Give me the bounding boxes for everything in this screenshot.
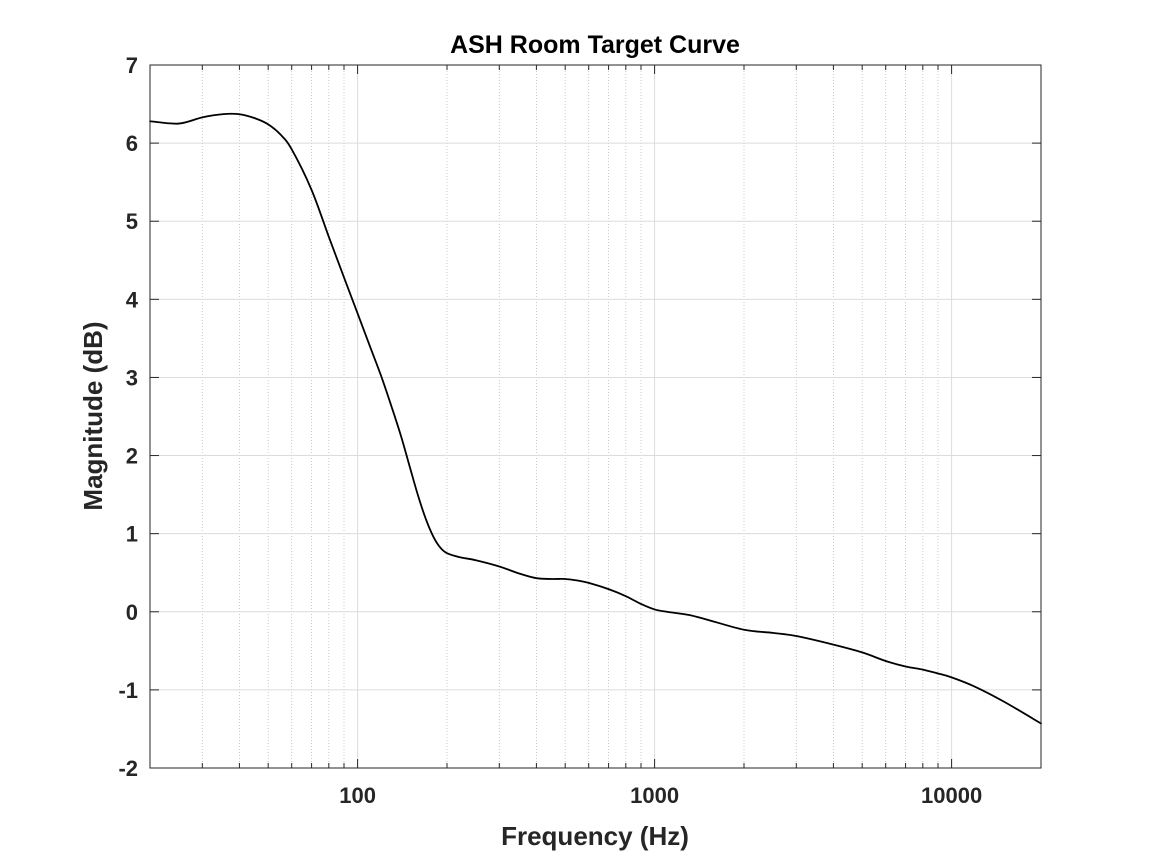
x-tick-label: 100 [339,783,376,808]
y-tick-label: 7 [126,53,138,78]
y-tick-labels: -2 -1 0 1 2 3 4 5 6 7 [118,53,138,781]
y-tick-label: 6 [126,131,138,156]
y-tick-label: -1 [118,678,138,703]
x-tick-label: 1000 [630,783,679,808]
y-tick-label: 2 [126,444,138,469]
chart-title: ASH Room Target Curve [450,31,740,59]
series-line [149,112,1042,725]
x-tick-label: 10000 [921,783,982,808]
axis-ticks [150,64,1041,769]
y-tick-label: 5 [126,209,138,234]
x-tick-labels: 100 1000 10000 [339,783,982,808]
y-tick-label: 0 [126,600,138,625]
plot-box [149,64,1042,769]
x-axis-label: Frequency (Hz) [501,821,689,851]
minor-grid [201,65,939,768]
major-grid [150,65,1041,768]
plot-area-background [150,65,1041,768]
y-tick-label: 4 [126,287,139,312]
y-tick-label: -2 [118,756,138,781]
y-tick-label: 1 [126,522,138,547]
y-tick-label: 3 [126,365,138,390]
y-axis-label: Magnitude (dB) [78,321,108,510]
